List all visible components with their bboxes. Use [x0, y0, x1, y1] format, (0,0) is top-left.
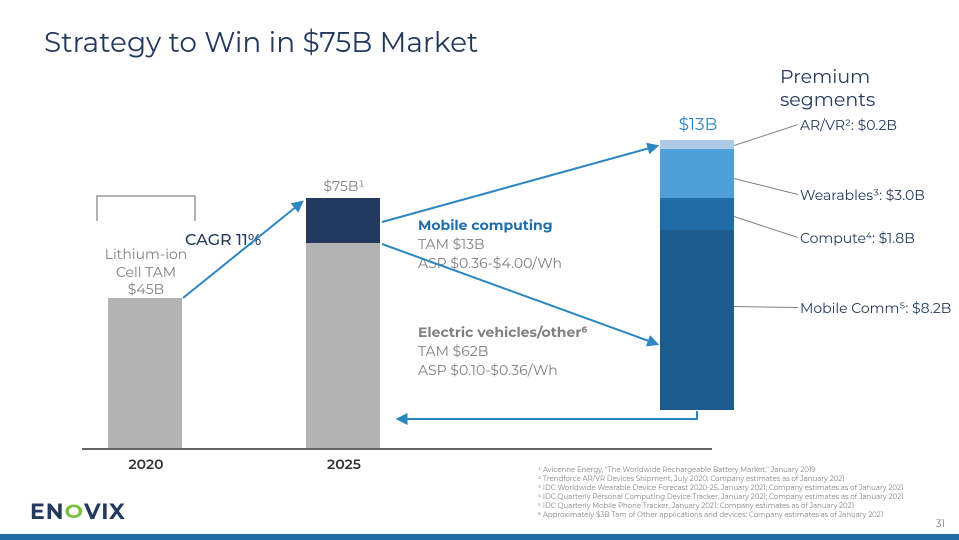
premium-header: Premium segments	[780, 66, 925, 112]
ev-title: Electric vehicles/other⁶	[418, 323, 587, 342]
seg-label-wearables: Wearables³: $3.0B	[800, 186, 925, 204]
mc-title: Mobile computing	[418, 216, 562, 235]
mc-l2: ASP $0.36-$4.00/Wh	[418, 254, 562, 273]
seg-label-compute: Compute⁴: $1.8B	[800, 229, 915, 247]
footer-bar	[0, 534, 959, 540]
bar1-label-l1: Lithium-ion	[105, 245, 187, 263]
bar2-label: $75B¹	[294, 177, 394, 195]
bar1-label: Lithium-ion Cell TAM $45B	[96, 246, 196, 299]
bar1-bracket	[96, 195, 196, 221]
mobile-computing-block: Mobile computing TAM $13B ASP $0.36-$4.0…	[418, 216, 562, 273]
connector-wearables	[734, 178, 798, 195]
xlabel-2025: 2025	[294, 455, 394, 473]
seg-mobile	[660, 230, 734, 410]
ev-l2: ASP $0.10-$0.36/Wh	[418, 361, 587, 380]
seg-label-arvr: AR/VR²: $0.2B	[800, 116, 897, 134]
bar-2020	[108, 298, 182, 448]
seg-label-mobile: Mobile Comm⁵: $8.2B	[800, 299, 951, 317]
cagr-label: CAGR 11%	[185, 231, 261, 250]
seg-wearables	[660, 149, 734, 198]
ev-block: Electric vehicles/other⁶ TAM $62B ASP $0…	[418, 323, 587, 380]
bar-2025-ev	[306, 243, 380, 448]
slide-title: Strategy to Win in $75B Market	[44, 26, 478, 60]
bar3-label: $13B	[648, 115, 748, 135]
seg-compute	[660, 198, 734, 230]
connector-mobile	[734, 306, 798, 308]
logo: ENOVIX	[30, 498, 126, 525]
xlabel-2020: 2020	[96, 455, 196, 473]
bar-2025-mobile	[306, 198, 380, 243]
mc-l1: TAM $13B	[418, 235, 562, 254]
page-number: 31	[936, 517, 945, 530]
bar1-label-l3: $45B	[128, 280, 164, 298]
x-axis	[82, 448, 712, 450]
bar-2025	[306, 198, 380, 448]
ev-l1: TAM $62B	[418, 342, 587, 361]
seg-arvr	[660, 140, 734, 149]
bar1-label-l2: Cell TAM	[116, 263, 176, 281]
footnotes: ¹ Avicenne Energy, "The Worldwide Rechar…	[538, 465, 904, 520]
connector-compute	[734, 216, 798, 238]
